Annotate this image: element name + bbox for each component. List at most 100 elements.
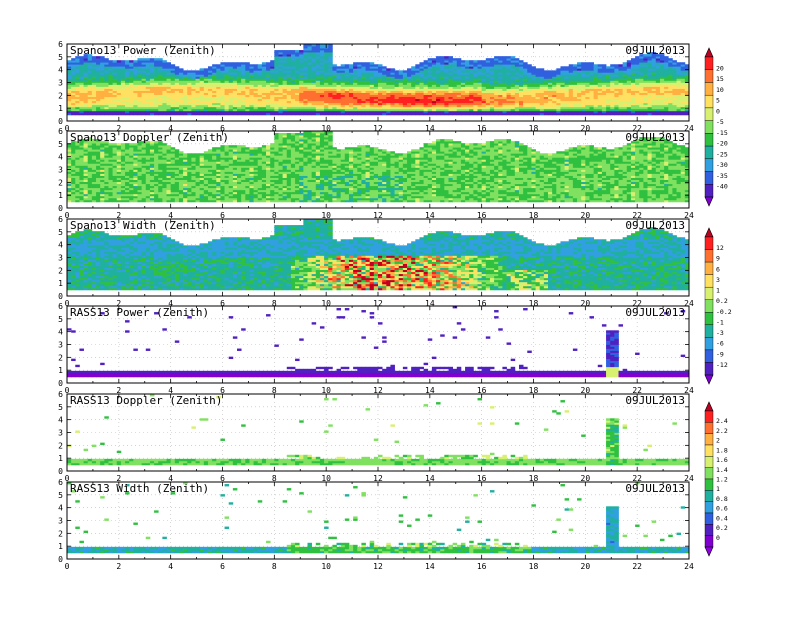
heatmap-cell xyxy=(565,85,570,87)
heatmap-cell xyxy=(668,72,673,74)
heatmap-cell xyxy=(341,66,346,68)
heatmap-cell xyxy=(171,101,176,103)
heatmap-cell xyxy=(142,194,147,196)
heatmap-cell xyxy=(79,172,84,174)
heatmap-cell xyxy=(681,101,686,103)
heatmap-cell xyxy=(378,68,383,70)
heatmap-cell xyxy=(386,91,391,93)
heatmap-cell xyxy=(619,72,624,74)
heatmap-cell xyxy=(419,107,424,109)
heatmap-cell xyxy=(196,85,201,87)
heatmap-cell xyxy=(672,101,677,103)
heatmap-cell xyxy=(100,147,105,149)
heatmap-cell xyxy=(171,188,176,190)
heatmap-cell xyxy=(258,66,263,68)
heatmap-cell xyxy=(353,101,358,103)
heatmap-cell xyxy=(249,95,254,97)
heatmap-cell xyxy=(216,72,221,74)
heatmap-cell xyxy=(241,68,246,70)
heatmap-cell xyxy=(585,85,590,87)
heatmap-cell xyxy=(79,91,84,93)
heatmap-cell xyxy=(519,62,524,64)
heatmap-cell xyxy=(220,62,225,64)
heatmap-cell xyxy=(577,101,582,103)
heatmap-cell xyxy=(179,194,184,196)
heatmap-cell xyxy=(565,107,570,109)
heatmap-cell xyxy=(216,89,221,91)
heatmap-cell xyxy=(648,62,653,64)
heatmap-cell xyxy=(137,182,142,184)
heatmap-cell xyxy=(133,95,138,97)
heatmap-cell xyxy=(196,91,201,93)
heatmap-cell xyxy=(507,89,512,91)
heatmap-cell xyxy=(544,95,549,97)
heatmap-cell xyxy=(357,95,362,97)
heatmap-cell xyxy=(287,72,292,74)
heatmap-cell xyxy=(71,170,76,172)
heatmap-cell xyxy=(328,68,333,70)
heatmap-cell xyxy=(129,165,134,167)
heatmap-cell xyxy=(212,99,217,101)
heatmap-cell xyxy=(643,68,648,70)
heatmap-cell xyxy=(482,111,487,113)
heatmap-cell xyxy=(552,101,557,103)
heatmap-cell xyxy=(511,107,516,109)
heatmap-cell xyxy=(440,99,445,101)
heatmap-cell xyxy=(100,186,105,188)
heatmap-cell xyxy=(84,83,89,85)
heatmap-cell xyxy=(606,68,611,70)
heatmap-cell xyxy=(133,172,138,174)
heatmap-cell xyxy=(142,182,147,184)
heatmap-cell xyxy=(96,95,101,97)
heatmap-cell xyxy=(677,66,682,68)
heatmap-cell xyxy=(320,95,325,97)
heatmap-cell xyxy=(303,60,308,62)
heatmap-cell xyxy=(602,95,607,97)
heatmap-cell xyxy=(589,72,594,74)
heatmap-cell xyxy=(125,91,130,93)
heatmap-cell xyxy=(436,107,441,109)
heatmap-cell xyxy=(154,172,159,174)
heatmap-cell xyxy=(117,176,122,178)
heatmap-cell xyxy=(133,163,138,165)
heatmap-cell xyxy=(631,72,636,74)
heatmap-cell xyxy=(548,101,553,103)
heatmap-cell xyxy=(328,76,333,78)
heatmap-cell xyxy=(162,159,167,161)
heatmap-cell xyxy=(179,155,184,157)
heatmap-cell xyxy=(664,99,669,101)
heatmap-cell xyxy=(548,72,553,74)
heatmap-cell xyxy=(237,95,242,97)
heatmap-cell xyxy=(291,101,296,103)
heatmap-cell xyxy=(295,68,300,70)
heatmap-cell xyxy=(125,89,130,91)
heatmap-cell xyxy=(133,198,138,200)
heatmap-cell xyxy=(556,72,561,74)
heatmap-cell xyxy=(146,182,151,184)
heatmap-cell xyxy=(594,72,599,74)
heatmap-cell xyxy=(565,89,570,91)
heatmap-cell xyxy=(67,66,72,68)
heatmap-cell xyxy=(167,101,172,103)
heatmap-cell xyxy=(623,66,628,68)
heatmap-cell xyxy=(67,85,72,87)
heatmap-cell xyxy=(672,76,677,78)
heatmap-cell xyxy=(623,78,628,80)
heatmap-cell xyxy=(436,60,441,62)
heatmap-cell xyxy=(652,105,657,107)
heatmap-cell xyxy=(274,62,279,64)
heatmap-cell xyxy=(71,85,76,87)
heatmap-cell xyxy=(241,76,246,78)
heatmap-cell xyxy=(67,198,72,200)
heatmap-cell xyxy=(158,95,163,97)
heatmap-cell xyxy=(328,50,333,52)
heatmap-cell xyxy=(196,111,201,113)
heatmap-cell xyxy=(453,60,458,62)
heatmap-cell xyxy=(92,176,97,178)
heatmap-cell xyxy=(183,194,188,196)
heatmap-cell xyxy=(324,89,329,91)
heatmap-cell xyxy=(494,101,499,103)
heatmap-cell xyxy=(249,101,254,103)
heatmap-cell xyxy=(610,64,615,66)
heatmap-cell xyxy=(469,72,474,74)
